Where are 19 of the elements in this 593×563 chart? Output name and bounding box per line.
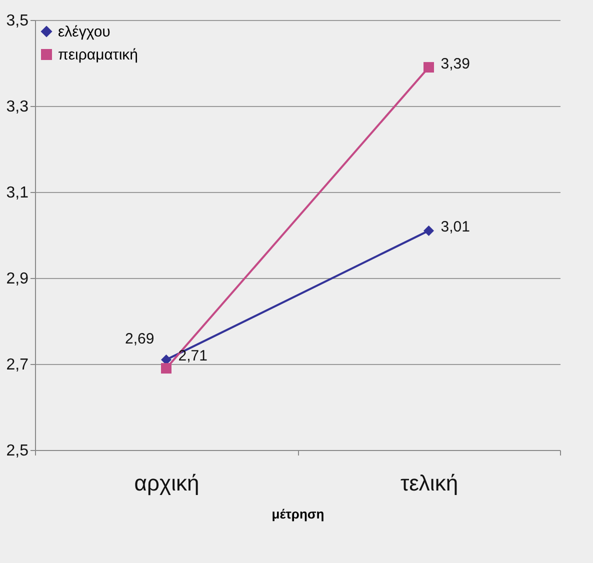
legend-label: ελέγχου (58, 24, 110, 40)
data-label: 2,71 (178, 348, 208, 365)
y-tick-label: 3,1 (6, 184, 29, 202)
y-tick-label: 2,7 (6, 356, 29, 374)
x-tick-label: τελική (400, 470, 458, 496)
y-tick-label: 2,9 (6, 270, 29, 288)
data-label: 2,69 (125, 330, 154, 348)
data-label: 3,01 (440, 218, 470, 236)
point (161, 354, 172, 365)
point (424, 62, 434, 73)
point (161, 363, 172, 374)
x-tick-label: αρχική (134, 470, 200, 496)
y-tick-label: 2,5 (6, 442, 29, 460)
y-tick-label: 3,5 (6, 12, 29, 30)
y-tick-label: 3,3 (6, 98, 29, 116)
legend-label: πειραματική (58, 46, 138, 64)
data-label: 3,39 (440, 55, 470, 72)
point (424, 225, 434, 236)
x-axis-title: μέτρηση (272, 506, 324, 522)
